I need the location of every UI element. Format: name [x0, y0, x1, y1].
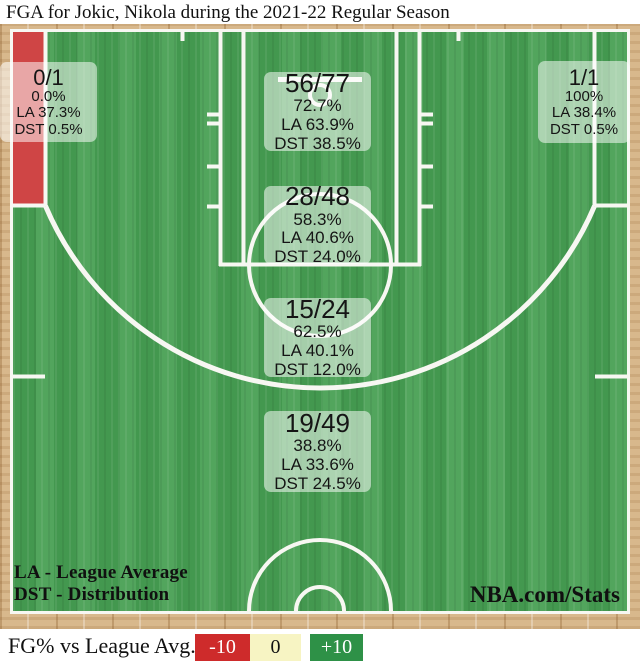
zone-league-avg: LA 40.1% — [281, 340, 354, 360]
zone-box-restricted-area: 56/77 72.7% LA 63.9% DST 38.5% — [264, 67, 371, 153]
zone-box-paint: 28/48 58.3% LA 40.6% DST 24.0% — [264, 181, 371, 267]
court-area: 0/1 0.0% LA 37.3% DST 0.5% 56/77 72.7% L… — [0, 24, 640, 629]
zone-box-right-corner-3: 1/1 100% LA 38.4% DST 0.5% — [538, 61, 630, 143]
zone-fg-pct: 0.0% — [31, 87, 66, 105]
zone-league-avg: LA 38.4% — [551, 104, 617, 122]
zone-made-attempts: 0/1 — [33, 64, 64, 90]
half-court-inner-circle — [294, 585, 346, 612]
zone-made-attempts: 19/49 — [284, 407, 351, 438]
zone-made-attempts: 15/24 — [284, 293, 351, 324]
watermark: NBA.com/Stats — [469, 582, 620, 607]
zone-league-avg: LA 63.9% — [281, 114, 354, 134]
zone-fg-pct: 62.5% — [293, 322, 342, 342]
color-scale-legend: FG% vs League Avg. -10 0 +10 — [0, 630, 640, 666]
zone-distribution: DST 38.5% — [274, 133, 361, 153]
zone-fg-pct: 72.7% — [293, 96, 342, 116]
zone-made-attempts: 28/48 — [284, 181, 351, 212]
legend-la-label: LA - League Average — [14, 562, 188, 583]
scale-swatch-neutral: 0 — [250, 634, 301, 661]
zone-distribution: DST 0.5% — [14, 120, 83, 138]
half-court-outer-circle — [247, 538, 393, 612]
three-point-arc — [43, 205, 597, 391]
scale-swatch-negative: -10 — [195, 634, 250, 661]
zone-distribution: DST 12.0% — [274, 359, 361, 379]
abbreviation-legend: LA - League Average DST - Distribution — [14, 562, 188, 606]
zone-fg-pct: 100% — [564, 87, 604, 105]
zone-fg-pct: 38.8% — [293, 436, 342, 456]
zone-league-avg: LA 37.3% — [16, 104, 81, 122]
zone-league-avg: LA 33.6% — [281, 454, 354, 474]
zone-box-left-corner-3: 0/1 0.0% LA 37.3% DST 0.5% — [0, 62, 97, 142]
scale-swatch-positive: +10 — [310, 634, 363, 661]
zone-league-avg: LA 40.6% — [281, 228, 354, 248]
zone-box-mid-range: 19/49 38.8% LA 33.6% DST 24.5% — [264, 407, 371, 493]
zone-distribution: DST 0.5% — [549, 120, 619, 138]
zone-fg-pct: 58.3% — [293, 209, 342, 229]
page-title: FGA for Jokic, Nikola during the 2021-22… — [6, 2, 450, 23]
zone-distribution: DST 24.5% — [274, 473, 361, 493]
zone-distribution: DST 24.0% — [274, 247, 361, 267]
scale-legend-label: FG% vs League Avg. — [8, 633, 196, 658]
zone-made-attempts: 56/77 — [284, 67, 351, 98]
zone-made-attempts: 1/1 — [568, 64, 600, 90]
legend-dst-label: DST - Distribution — [14, 584, 170, 605]
zone-box-free-throw: 15/24 62.5% LA 40.1% DST 12.0% — [264, 293, 371, 379]
